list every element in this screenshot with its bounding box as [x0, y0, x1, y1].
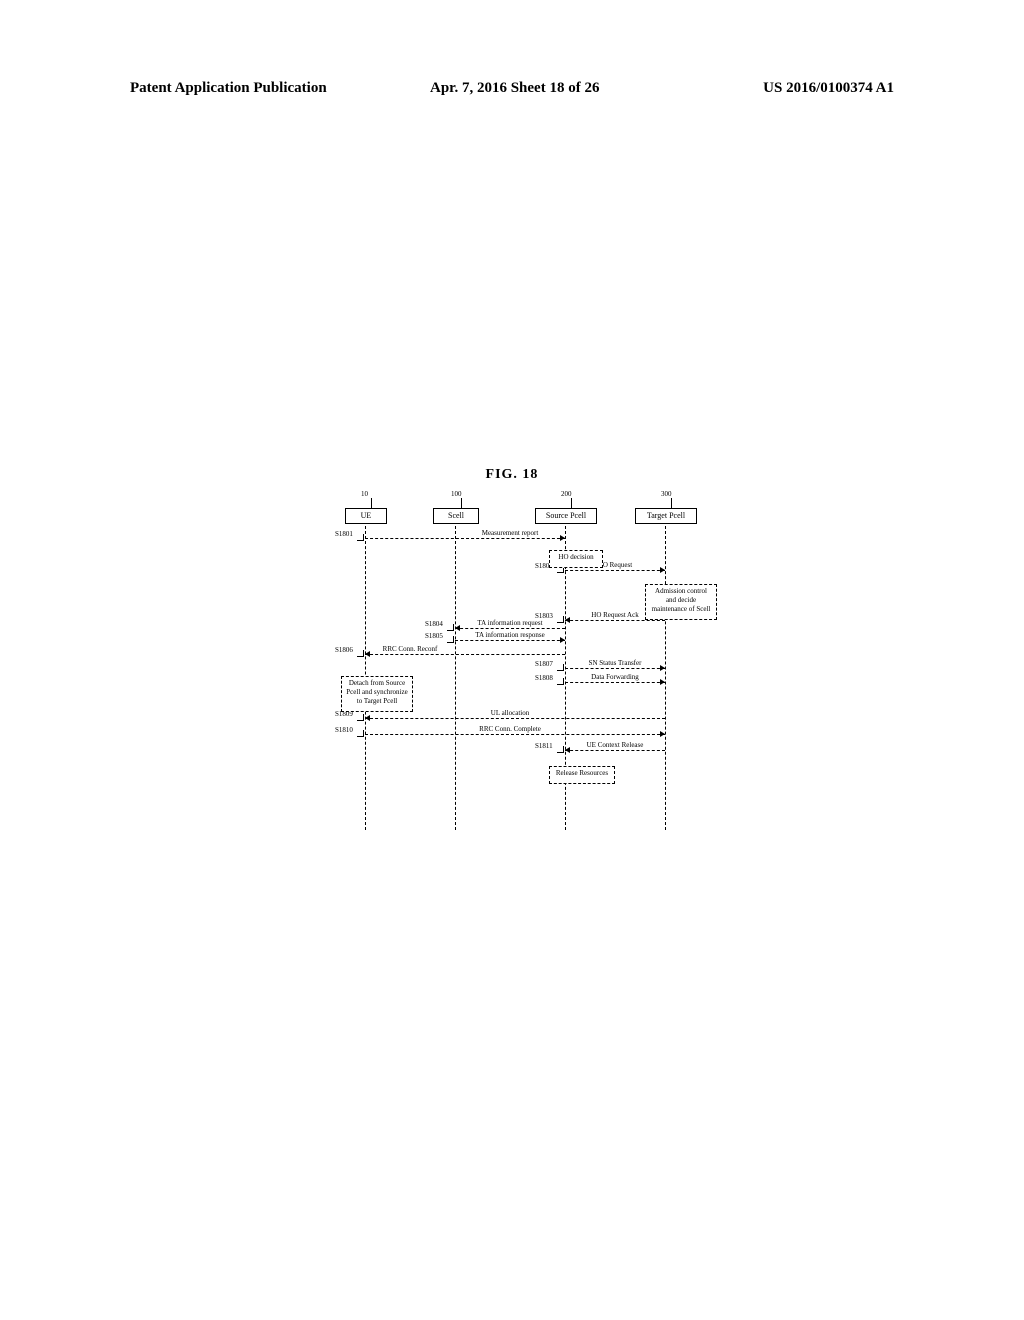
entity-box: Source Pcell — [535, 508, 597, 524]
message-label: Measurement report — [465, 529, 555, 537]
lane-number: 100 — [451, 490, 462, 498]
process-box: Admission controland decidemaintenance o… — [645, 584, 717, 620]
step-number: S1801 — [335, 530, 353, 538]
message-arrow — [565, 682, 665, 683]
step-leader — [557, 664, 564, 671]
header-left: Patent Application Publication — [130, 80, 327, 97]
message-label: UE Context Release — [570, 741, 660, 749]
message-arrow — [455, 628, 565, 629]
message-label: UL allocation — [465, 709, 555, 717]
arrowhead-icon — [660, 567, 665, 573]
step-leader — [357, 534, 364, 541]
figure-title: FIG. 18 — [0, 467, 1024, 483]
lifeline — [565, 526, 566, 830]
entity-box: UE — [345, 508, 387, 524]
message-arrow — [565, 750, 665, 751]
arrowhead-icon — [560, 535, 565, 541]
message-arrow — [365, 734, 665, 735]
message-arrow — [455, 640, 565, 641]
step-leader — [557, 746, 564, 753]
lane-number: 300 — [661, 490, 672, 498]
arrowhead-icon — [560, 637, 565, 643]
process-box: Release Resources — [549, 766, 615, 784]
message-arrow — [565, 668, 665, 669]
message-label: Data Forwarding — [570, 673, 660, 681]
lane-number: 10 — [361, 490, 368, 498]
step-leader — [357, 650, 364, 657]
step-leader — [557, 678, 564, 685]
message-label: SN Status Transfer — [570, 659, 660, 667]
arrowhead-icon — [660, 665, 665, 671]
step-number: S1808 — [535, 674, 553, 682]
step-leader — [557, 616, 564, 623]
step-number: S1811 — [535, 742, 553, 750]
step-leader — [447, 624, 454, 631]
message-arrow — [365, 654, 565, 655]
message-label: RRC Conn. Reconf — [365, 645, 455, 653]
arrowhead-icon — [365, 715, 370, 721]
step-number: S1805 — [425, 632, 443, 640]
step-number: S1806 — [335, 646, 353, 654]
entity-box: Scell — [433, 508, 479, 524]
entity-box: Target Pcell — [635, 508, 697, 524]
arrowhead-icon — [455, 625, 460, 631]
step-number: S1807 — [535, 660, 553, 668]
step-leader — [357, 714, 364, 721]
message-label: TA information response — [465, 631, 555, 639]
sequence-diagram: 10 UE 100 Scell 200 Source Pcell 300 Target Pce… — [335, 490, 715, 840]
step-number: S1810 — [335, 726, 353, 734]
message-arrow — [565, 620, 665, 621]
lane-number: 200 — [561, 490, 572, 498]
arrowhead-icon — [660, 731, 665, 737]
step-leader — [357, 730, 364, 737]
arrowhead-icon — [660, 679, 665, 685]
message-arrow — [565, 570, 665, 571]
message-label: RRC Conn. Complete — [465, 725, 555, 733]
step-leader — [447, 636, 454, 643]
message-arrow — [365, 718, 665, 719]
process-box: HO decision — [549, 550, 603, 568]
message-arrow — [365, 538, 565, 539]
message-label: TA information request — [465, 619, 555, 627]
process-box: Detach from SourcePcell and synchronizet… — [341, 676, 413, 712]
step-number: S1804 — [425, 620, 443, 628]
lifeline — [455, 526, 456, 830]
header-center: Apr. 7, 2016 Sheet 18 of 26 — [430, 80, 599, 97]
lifeline — [665, 526, 666, 830]
header-right: US 2016/0100374 A1 — [763, 80, 894, 97]
